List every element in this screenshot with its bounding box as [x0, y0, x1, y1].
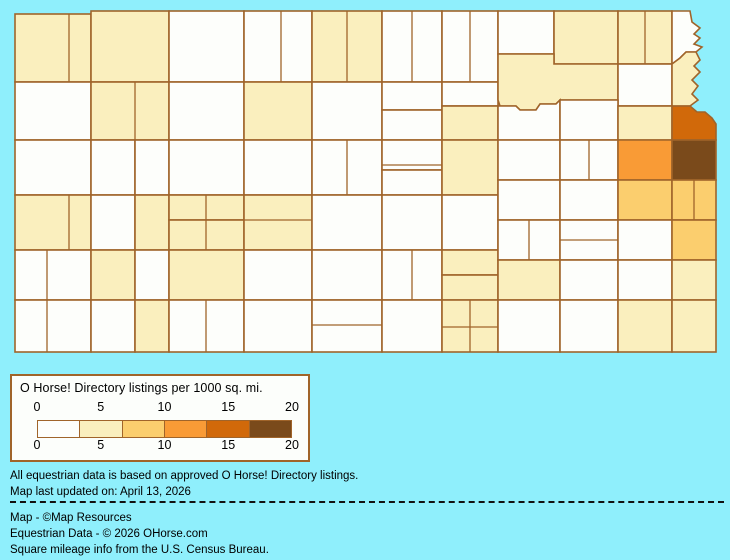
- legend-swatch-5[interactable]: [249, 421, 291, 437]
- footer-note-last-updated: Map last updated on: April 13, 2026: [10, 486, 191, 498]
- county-osborne-s[interactable]: [381, 109, 443, 141]
- legend-tick-top-4: 20: [285, 400, 299, 414]
- county-barton[interactable]: [311, 194, 383, 251]
- legend-swatch-4[interactable]: [207, 421, 250, 437]
- footer-note-data-source: All equestrian data is based on approved…: [10, 470, 359, 482]
- county-stafford[interactable]: [311, 249, 383, 301]
- county-barber[interactable]: [381, 299, 443, 353]
- legend-color-ramp[interactable]: [37, 420, 292, 438]
- county-ellsworth[interactable]: [381, 194, 443, 251]
- county-cheyenne[interactable]: [14, 13, 92, 83]
- county-anderson[interactable]: [617, 219, 673, 261]
- county-lincoln[interactable]: [441, 139, 499, 196]
- legend-tick-bottom-3: 15: [221, 438, 236, 452]
- county-thomas[interactable]: [90, 81, 170, 141]
- legend-tick-top-0: 0: [33, 400, 41, 414]
- legend-tick-bottom-0: 0: [33, 438, 41, 452]
- county-logan-w[interactable]: [90, 139, 136, 196]
- legend-tick-top-1: 5: [97, 400, 105, 414]
- county-chase[interactable]: [497, 259, 561, 301]
- county-woodson[interactable]: [559, 259, 619, 301]
- county-scott-w[interactable]: [134, 194, 170, 251]
- county-pottawatomie[interactable]: [559, 99, 619, 141]
- county-finney-w[interactable]: [134, 249, 170, 301]
- county-franklin[interactable]: [617, 179, 673, 221]
- county-harvey[interactable]: [441, 274, 499, 301]
- county-wallace[interactable]: [14, 139, 92, 196]
- county-cloud[interactable]: [441, 105, 499, 141]
- county-greeley[interactable]: [14, 194, 92, 251]
- county-russell-s[interactable]: [381, 169, 443, 196]
- county-hamilton[interactable]: [14, 249, 92, 301]
- footer-credits: Map - ©Map Resources Equestrian Data - ©…: [10, 510, 725, 558]
- county-washington[interactable]: [553, 10, 619, 65]
- county-jackson[interactable]: [617, 105, 673, 141]
- county-douglas[interactable]: [617, 139, 673, 181]
- county-norton[interactable]: [243, 10, 313, 83]
- county-sumner[interactable]: [497, 299, 561, 353]
- county-nemaha[interactable]: [617, 63, 673, 107]
- county-stevens[interactable]: [90, 299, 136, 353]
- county-graham[interactable]: [243, 81, 313, 141]
- county-morton[interactable]: [14, 299, 92, 353]
- footer-notes: All equestrian data is based on approved…: [10, 468, 725, 500]
- county-osborne-n[interactable]: [381, 81, 443, 111]
- county-miami[interactable]: [671, 219, 717, 261]
- county-rawlins[interactable]: [90, 10, 170, 83]
- legend-swatch-1[interactable]: [80, 421, 123, 437]
- kansas-county-choropleth-svg[interactable]: [0, 0, 730, 365]
- legend-swatch-3[interactable]: [164, 421, 208, 437]
- legend-panel: O Horse! Directory listings per 1000 sq.…: [10, 374, 310, 462]
- county-cowley[interactable]: [559, 299, 619, 353]
- legend-tick-bottom-4: 20: [285, 438, 299, 452]
- county-logan-e[interactable]: [134, 139, 170, 196]
- credit-equestrian-data: Equestrian Data - © 2026 OHorse.com: [10, 528, 208, 540]
- county-kearny[interactable]: [90, 249, 136, 301]
- county-brown[interactable]: [671, 51, 702, 107]
- kansas-map[interactable]: [0, 0, 730, 365]
- county-sheridan[interactable]: [168, 81, 245, 141]
- county-republic[interactable]: [497, 10, 555, 55]
- county-seward[interactable]: [134, 299, 170, 353]
- county-rooks[interactable]: [311, 81, 383, 141]
- county-dickinson-n[interactable]: [497, 139, 561, 181]
- county-pawnee[interactable]: [243, 249, 313, 301]
- county-labette[interactable]: [671, 299, 717, 353]
- credit-census-bureau: Square mileage info from the U.S. Census…: [10, 544, 269, 556]
- legend-tick-top-2: 10: [157, 400, 172, 414]
- county-trego[interactable]: [243, 139, 313, 196]
- legend-swatch-2[interactable]: [122, 421, 165, 437]
- legend-tick-top-3: 15: [221, 400, 236, 414]
- legend-title: O Horse! Directory listings per 1000 sq.…: [20, 381, 263, 395]
- footer-divider: [10, 501, 724, 503]
- legend-ticks-top: 0 5 10 15 20: [33, 400, 299, 416]
- county-decatur[interactable]: [168, 10, 245, 83]
- county-mitchell[interactable]: [441, 81, 499, 107]
- county-linn[interactable]: [671, 259, 717, 301]
- legend-ticks-bottom: 0 5 10 15 20: [33, 438, 299, 454]
- legend-tick-bottom-2: 10: [157, 438, 172, 452]
- legend-swatch-0[interactable]: [38, 421, 81, 437]
- county-hodgeman[interactable]: [168, 249, 245, 301]
- credit-map-resources: Map - ©Map Resources: [10, 512, 132, 524]
- county-rush[interactable]: [243, 194, 313, 251]
- county-wyandotte[interactable]: [671, 139, 717, 181]
- county-shawnee[interactable]: [559, 179, 619, 221]
- county-mcpherson[interactable]: [441, 249, 499, 276]
- county-sherman[interactable]: [14, 81, 92, 141]
- legend-tick-bottom-1: 5: [97, 438, 105, 452]
- county-gove[interactable]: [168, 139, 245, 196]
- county-dickinson-s[interactable]: [497, 179, 561, 221]
- county-saline[interactable]: [441, 194, 499, 251]
- county-montgomery[interactable]: [617, 299, 673, 353]
- county-clark[interactable]: [243, 299, 313, 353]
- county-wichita[interactable]: [90, 194, 136, 251]
- county-comanche[interactable]: [311, 299, 383, 353]
- county-allen[interactable]: [617, 259, 673, 301]
